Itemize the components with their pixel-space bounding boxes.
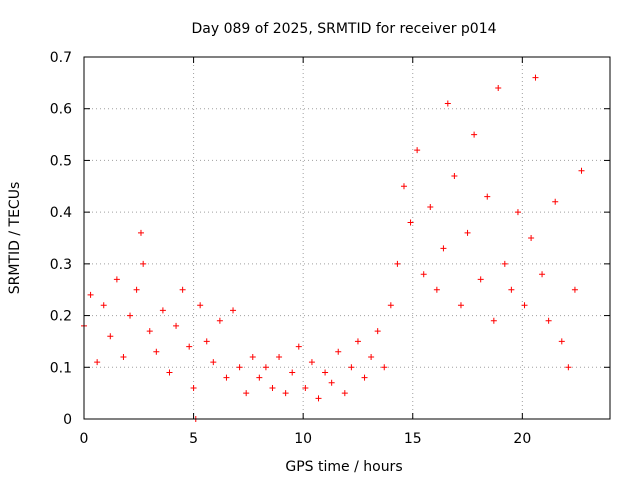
y-axis-label: SRMTID / TECUs: [7, 182, 23, 295]
data-point: [153, 348, 160, 355]
data-point: [335, 348, 342, 355]
data-points: [81, 74, 585, 422]
data-point: [374, 328, 381, 335]
data-point: [173, 322, 180, 329]
data-point: [571, 286, 578, 293]
data-point: [400, 183, 407, 190]
x-tick-label: 10: [294, 431, 312, 447]
axis-ticks: 0 0.1 0.2 0.3 0.4 0.5 0.6 0.7 0 5 10 15 20: [50, 50, 610, 447]
y-tick-label: 0.6: [50, 102, 72, 118]
y-tick-label: 0.7: [50, 50, 72, 66]
chart-title: Day 089 of 2025, SRMTID for receiver p01…: [191, 21, 496, 37]
data-point: [427, 203, 434, 210]
data-point: [464, 229, 471, 236]
data-point: [484, 193, 491, 200]
data-point: [420, 271, 427, 278]
data-point: [276, 353, 283, 360]
data-point: [120, 353, 127, 360]
data-point: [133, 286, 140, 293]
data-point: [444, 100, 451, 107]
data-point: [558, 338, 565, 345]
data-point: [127, 312, 134, 319]
data-point: [508, 286, 515, 293]
data-point: [197, 302, 204, 309]
data-point: [210, 359, 217, 366]
data-point: [256, 374, 263, 381]
data-point: [490, 317, 497, 324]
data-point: [282, 390, 289, 397]
data-point: [262, 364, 269, 371]
data-point: [407, 219, 414, 226]
data-point: [433, 286, 440, 293]
data-point: [471, 131, 478, 138]
data-point: [348, 364, 355, 371]
data-point: [302, 384, 309, 391]
y-tick-label: 0.2: [50, 309, 72, 325]
data-point: [514, 209, 521, 216]
data-point: [236, 364, 243, 371]
x-tick-label: 0: [80, 431, 89, 447]
grid: [84, 57, 610, 419]
data-point: [166, 369, 173, 376]
data-point: [137, 229, 144, 236]
data-point: [203, 338, 210, 345]
data-point: [179, 286, 186, 293]
data-point: [521, 302, 528, 309]
data-point: [230, 307, 237, 314]
data-point: [440, 245, 447, 252]
data-point: [107, 333, 114, 340]
data-point: [328, 379, 335, 386]
data-point: [223, 374, 230, 381]
data-point: [186, 343, 193, 350]
data-point: [140, 260, 147, 267]
data-point: [495, 85, 502, 92]
x-axis-label: GPS time / hours: [285, 459, 402, 475]
data-point: [501, 260, 508, 267]
data-point: [216, 317, 223, 324]
data-point: [387, 302, 394, 309]
data-point: [190, 384, 197, 391]
data-point: [87, 291, 94, 298]
data-point: [532, 74, 539, 81]
x-tick-label: 15: [404, 431, 422, 447]
data-point: [308, 359, 315, 366]
data-point: [269, 384, 276, 391]
data-point: [457, 302, 464, 309]
y-tick-label: 0: [63, 412, 72, 428]
y-tick-label: 0.3: [50, 257, 72, 273]
x-tick-label: 20: [513, 431, 531, 447]
data-point: [159, 307, 166, 314]
data-point: [322, 369, 329, 376]
data-point: [565, 364, 572, 371]
data-point: [243, 390, 250, 397]
data-point: [552, 198, 559, 205]
data-point: [249, 353, 256, 360]
data-point: [354, 338, 361, 345]
data-point: [295, 343, 302, 350]
plot-frame: [83, 56, 611, 420]
data-point: [528, 235, 535, 241]
y-tick-label: 0.1: [50, 360, 72, 376]
data-point: [539, 271, 546, 278]
data-point: [451, 172, 458, 179]
y-tick-label: 0.4: [50, 205, 72, 221]
data-point: [477, 276, 484, 283]
data-point: [361, 374, 368, 381]
x-tick-label: 5: [189, 431, 198, 447]
data-point: [289, 369, 296, 376]
y-tick-label: 0.5: [50, 153, 72, 169]
data-point: [146, 328, 153, 335]
data-point: [578, 167, 585, 174]
data-point: [545, 317, 552, 324]
data-point: [368, 353, 375, 360]
data-point: [381, 364, 388, 371]
data-point: [315, 395, 322, 402]
data-point: [341, 390, 348, 397]
data-point: [100, 302, 107, 309]
data-point: [94, 359, 101, 366]
data-point: [113, 276, 120, 283]
data-point: [414, 147, 421, 154]
data-point: [394, 260, 401, 267]
